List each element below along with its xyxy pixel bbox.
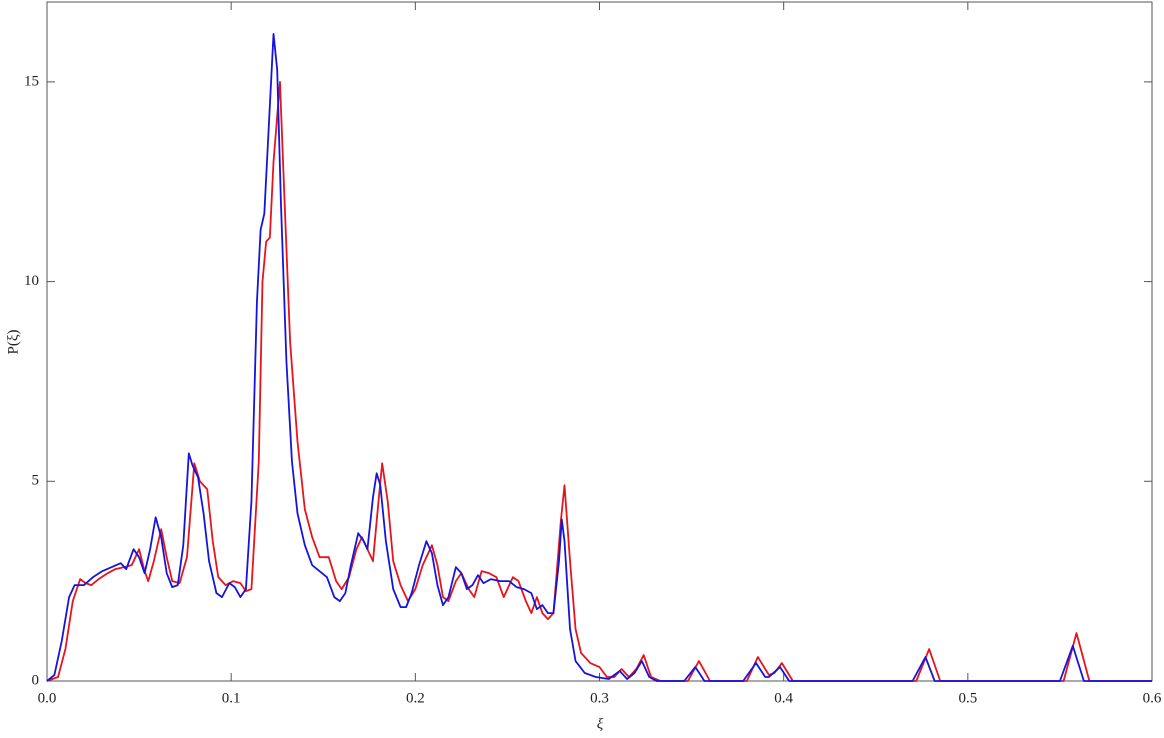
x-axis-label: ξ [597,716,604,732]
y-tick-label: 5 [32,473,40,489]
x-tick-label: 0.2 [406,690,425,706]
series-line [46,80,1152,682]
y-tick-label: 15 [24,73,39,89]
series-line [46,33,1152,682]
y-tick-label: 0 [32,672,40,688]
x-tick-label: 0.0 [38,690,57,706]
x-tick-label: 0.4 [774,690,793,706]
y-tick-label: 10 [24,273,39,289]
x-tick-label: 0.5 [958,690,977,706]
x-tick-label: 0.3 [590,690,609,706]
x-tick-label: 0.1 [222,690,241,706]
x-tick-label: 0.6 [1143,690,1162,706]
y-axis-label: P(ξ) [5,329,21,354]
